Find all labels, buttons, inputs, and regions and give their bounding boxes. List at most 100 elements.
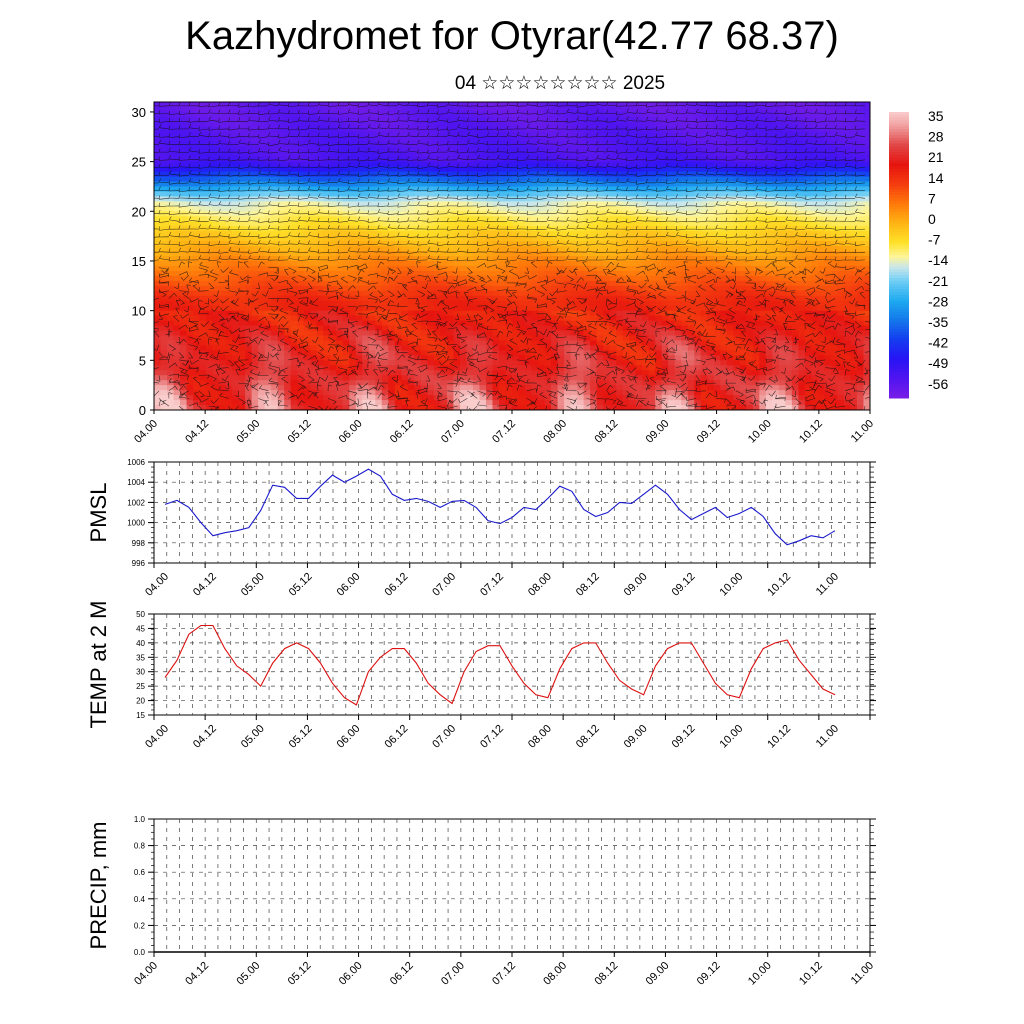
cross-section-tick-label: 09.00 — [644, 418, 672, 446]
precip-tick-label: 07.12 — [490, 960, 518, 988]
precip-ytick-label: 0.2 — [134, 921, 146, 930]
precip-grid — [154, 819, 870, 952]
colorbar-swatch — [889, 186, 909, 190]
colorbar-swatch — [889, 309, 909, 313]
colorbar-swatch — [889, 280, 909, 285]
colorbar-label: -14 — [928, 252, 948, 268]
colorbar-swatch — [889, 157, 909, 162]
colorbar-label: 0 — [928, 211, 936, 227]
colorbar-swatch — [889, 160, 909, 164]
pmsl-tick-label: 08.12 — [574, 571, 602, 599]
colorbar-swatch — [889, 237, 909, 242]
pmsl-tick-label: 08.00 — [526, 571, 554, 599]
colorbar-swatch — [889, 209, 909, 213]
colorbar-label: 28 — [928, 129, 944, 145]
colorbar-swatch — [889, 366, 909, 370]
precip-tick-label: 09.00 — [644, 960, 672, 988]
colorbar-swatch — [889, 154, 909, 159]
cross-section-tick-label: 07.00 — [439, 418, 467, 446]
pmsl-tick-label: 09.12 — [670, 571, 698, 599]
precip-tick-label: 06.00 — [337, 960, 365, 988]
temp-tick-label: 06.12 — [382, 723, 410, 751]
cross-section-ytick-label: 30 — [132, 105, 146, 120]
colorbar-swatch — [889, 395, 909, 399]
colorbar-swatch — [889, 143, 909, 147]
pmsl-tick-label: 05.12 — [287, 571, 315, 599]
temp-tick-label: 11.00 — [814, 723, 841, 750]
cross-section-tick-label: 09.12 — [695, 418, 723, 446]
page-title: Kazhydromet for Otyrar(42.77 68.37) — [185, 14, 839, 58]
colorbar-swatch — [889, 346, 909, 350]
colorbar-swatch — [889, 266, 909, 270]
temp-frame — [153, 613, 871, 716]
colorbar-swatch — [889, 234, 909, 239]
precip-tick-label: 08.00 — [541, 960, 569, 988]
pmsl-ytick-label: 1000 — [127, 519, 145, 528]
colorbar-swatch — [889, 295, 909, 299]
colorbar-swatch — [889, 112, 909, 116]
colorbar-label: 21 — [928, 149, 944, 165]
cross-section-tick-label: 11.00 — [849, 418, 876, 445]
temp-tick-label: 07.12 — [478, 723, 506, 751]
colorbar-swatch — [889, 292, 909, 296]
temp-tick-label: 05.12 — [287, 723, 315, 751]
colorbar-swatch — [889, 126, 909, 130]
colorbar-swatch — [889, 323, 909, 327]
pmsl-panel: 996 998 1000 1002 1004 1006 PMSL 04.00 04.12 05.0… — [86, 458, 876, 599]
temp-ytick-label: 15 — [136, 711, 145, 720]
colorbar-swatch — [889, 163, 909, 167]
colorbar-swatch — [889, 300, 909, 305]
colorbar-swatch — [889, 140, 909, 144]
colorbar-label: -35 — [928, 314, 948, 330]
pmsl-ytick-label: 1004 — [127, 478, 145, 487]
colorbar-swatch — [889, 229, 909, 233]
precip-tick-label: 10.00 — [746, 960, 774, 988]
pmsl-tick-label: 10.00 — [717, 571, 745, 599]
cross-section-tick-label: 07.12 — [490, 418, 518, 446]
temp-ytick-label: 45 — [136, 624, 145, 633]
colorbar-swatch — [889, 149, 909, 153]
colorbar-swatch — [889, 120, 909, 124]
colorbar-swatch — [889, 197, 909, 202]
cross-section-tick-label: 04.12 — [183, 418, 211, 446]
colorbar-label: -42 — [928, 335, 948, 351]
precip-tick-label: 06.12 — [388, 960, 416, 988]
pmsl-tick-label: 07.12 — [478, 571, 506, 599]
colorbar: 35 28 21 14 7 0 -7 -14 -21 -28 -35 -42 -49 -56 — [889, 108, 948, 399]
colorbar-swatch — [889, 352, 909, 356]
temp-tick-label: 05.00 — [239, 723, 267, 751]
wind-barb-paths — [154, 102, 870, 410]
precip-ytick-label: 0.6 — [134, 868, 146, 877]
colorbar-swatch — [889, 137, 909, 142]
cross-section-ytick-label: 5 — [139, 353, 146, 368]
colorbar-swatch — [889, 363, 909, 368]
colorbar-swatch — [889, 306, 909, 310]
colorbar-swatch — [889, 320, 909, 325]
colorbar-swatch — [889, 349, 909, 353]
colorbar-swatch — [889, 129, 909, 133]
colorbar-swatch — [889, 123, 909, 127]
colorbar-swatch — [889, 146, 909, 150]
temp-grid — [154, 614, 870, 715]
temp-ytick-label: 40 — [136, 639, 145, 648]
pmsl-frame — [153, 461, 871, 564]
colorbar-swatch — [889, 269, 909, 273]
colorbar-label: -7 — [928, 232, 941, 248]
temp-tick-label: 09.12 — [670, 723, 698, 751]
colorbar-label: -21 — [928, 273, 948, 289]
colorbar-swatch — [889, 232, 909, 236]
temp-tick-label: 06.00 — [335, 723, 363, 751]
precip-tick-label: 07.00 — [439, 960, 467, 988]
pmsl-tick-label: 05.00 — [239, 571, 267, 599]
colorbar-swatch — [889, 297, 909, 302]
colorbar-swatch — [889, 114, 909, 119]
cross-section-ytick-label: 10 — [132, 304, 146, 319]
colorbar-swatch — [889, 377, 909, 382]
precip-tick-label: 04.00 — [132, 960, 160, 988]
colorbar-swatch — [889, 132, 909, 136]
temp-tick-label: 04.00 — [143, 723, 171, 751]
pmsl-tick-label: 07.00 — [430, 571, 458, 599]
colorbar-swatch — [889, 332, 909, 336]
cross-section-ytick-label: 15 — [132, 254, 146, 269]
